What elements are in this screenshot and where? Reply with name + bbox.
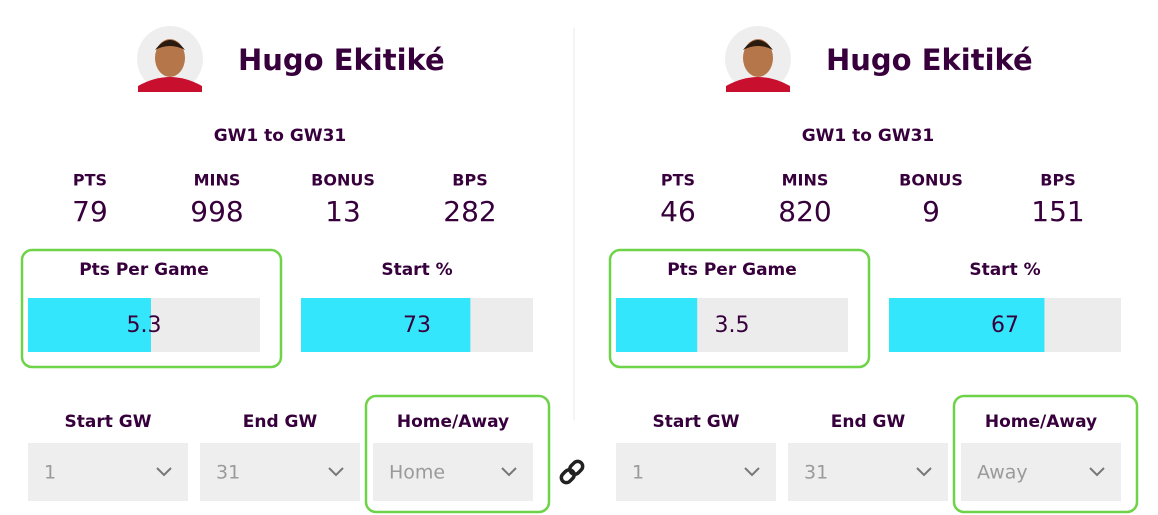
player-name: Hugo Ekitiké xyxy=(826,43,1033,77)
avatar-shirt xyxy=(726,77,790,92)
select[interactable]: 31 xyxy=(200,443,360,501)
stat-label: MINS xyxy=(782,171,829,190)
stat-value: 79 xyxy=(72,195,108,228)
stat-value: 46 xyxy=(660,195,696,228)
filter-label: Start GW xyxy=(653,412,740,432)
select-value[interactable]: 31 xyxy=(216,462,240,484)
stat-label: BPS xyxy=(452,171,487,190)
chevron[interactable] xyxy=(1089,467,1105,477)
link-icon[interactable] xyxy=(559,459,585,485)
select[interactable]: 1 xyxy=(28,443,188,501)
period: GW1 to GW31 xyxy=(802,126,935,146)
stat-label: BONUS xyxy=(899,171,963,190)
highlight xyxy=(20,248,283,369)
filter-label: End GW xyxy=(243,412,318,432)
avatar-hair xyxy=(743,40,773,50)
avatar xyxy=(725,26,791,92)
chevron[interactable] xyxy=(501,467,517,477)
avatar xyxy=(137,26,203,92)
bar-fill xyxy=(301,298,471,352)
select-value[interactable]: Away xyxy=(977,462,1028,484)
bar-value: 5.3 xyxy=(127,313,162,338)
avatar-face xyxy=(155,39,185,77)
stat-value: 820 xyxy=(778,195,831,228)
stat-value: 9 xyxy=(922,195,940,228)
stat-label: PTS xyxy=(661,171,695,190)
bar-value: 67 xyxy=(991,313,1019,338)
stat-value: 151 xyxy=(1031,195,1084,228)
bar-fill xyxy=(889,298,1045,352)
bar-label: Pts Per Game xyxy=(79,260,209,280)
avatar-shirt xyxy=(138,77,202,92)
avatar-face xyxy=(743,39,773,77)
bar-fill xyxy=(616,298,698,352)
select-value[interactable]: Home xyxy=(389,462,445,484)
stat-value: 998 xyxy=(190,195,243,228)
stat-label: MINS xyxy=(194,171,241,190)
select[interactable]: 1 xyxy=(616,443,776,501)
filter-label: End GW xyxy=(831,412,906,432)
player-name: Hugo Ekitiké xyxy=(238,43,445,77)
select[interactable]: 31 xyxy=(788,443,948,501)
bar-value: 73 xyxy=(403,313,431,338)
select-value[interactable]: 1 xyxy=(44,462,56,484)
bar-label: Start % xyxy=(969,260,1040,280)
stat-label: BONUS xyxy=(311,171,375,190)
select[interactable]: Home xyxy=(373,443,533,501)
stat-label: BPS xyxy=(1040,171,1075,190)
chevron[interactable] xyxy=(328,467,344,477)
bar-label: Pts Per Game xyxy=(667,260,797,280)
period: GW1 to GW31 xyxy=(214,126,347,146)
filter-label: Start GW xyxy=(65,412,152,432)
highlight xyxy=(952,394,1139,514)
highlight xyxy=(364,394,551,514)
bar-fill xyxy=(28,298,151,352)
select-value[interactable]: 1 xyxy=(632,462,644,484)
avatar-hair xyxy=(155,40,185,50)
bar-value: 3.5 xyxy=(715,313,750,338)
filter-label: Home/Away xyxy=(397,412,509,432)
chevron[interactable] xyxy=(744,467,760,477)
select[interactable]: Away xyxy=(961,443,1121,501)
bar-label: Start % xyxy=(381,260,452,280)
stat-label: PTS xyxy=(73,171,107,190)
chevron[interactable] xyxy=(916,467,932,477)
highlight xyxy=(608,248,871,369)
filter-label: Home/Away xyxy=(985,412,1097,432)
chevron[interactable] xyxy=(156,467,172,477)
player-panel: Hugo Ekitiké GW1 to GW31 PTS 79 MINS 998 BONUS… xyxy=(20,26,551,514)
player-panel: Hugo Ekitiké GW1 to GW31 PTS 46 MINS 820 BONUS… xyxy=(608,26,1139,514)
stat-value: 13 xyxy=(325,195,361,228)
stat-value: 282 xyxy=(443,195,496,228)
select-value[interactable]: 31 xyxy=(804,462,828,484)
